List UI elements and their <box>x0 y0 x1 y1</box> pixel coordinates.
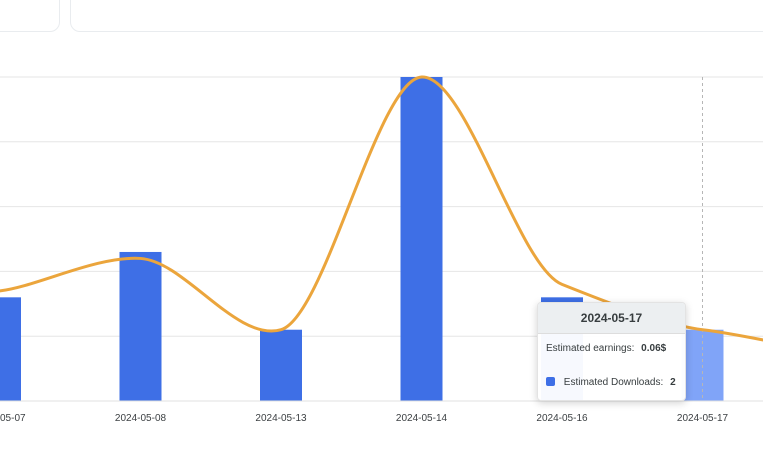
chart-tooltip: 2024-05-17 Estimated earnings: 0.06$ Est… <box>537 302 686 401</box>
x-tick-label: 2024-05-08 <box>115 413 167 424</box>
summary-card-right <box>70 0 763 32</box>
tooltip-downloads-label: Estimated Downloads: <box>563 377 664 388</box>
bar-2024-05-08[interactable] <box>119 251 162 401</box>
tooltip-downloads-value: 2 <box>670 377 676 388</box>
x-axis-ticks: 2024-05-07 2024-05-08 2024-05-13 2024-05-14… <box>0 413 729 424</box>
tooltip-earnings-value: 0.06$ <box>641 343 667 354</box>
bar-2024-05-14[interactable] <box>400 77 443 401</box>
tooltip-downloads-row: Estimated Downloads: 2 <box>546 377 676 388</box>
grid-lines <box>0 76 763 337</box>
x-tick-label: 2024-05-14 <box>396 413 448 424</box>
x-tick-label: 2024-05-17 <box>677 413 729 424</box>
x-tick-label: 2024-05-13 <box>255 413 307 424</box>
bar-2024-05-13[interactable] <box>260 329 302 401</box>
downloads-series-marker <box>546 377 555 386</box>
tooltip-earnings-row: Estimated earnings: 0.06$ <box>546 343 666 354</box>
bar-2024-05-07[interactable] <box>0 297 21 401</box>
tooltip-title: 2024-05-17 <box>538 303 685 334</box>
x-tick-label: 2024-05-07 <box>0 413 26 424</box>
tooltip-earnings-label: Estimated earnings: <box>546 343 635 354</box>
summary-card-left <box>0 0 60 32</box>
x-tick-label: 2024-05-16 <box>536 413 588 424</box>
